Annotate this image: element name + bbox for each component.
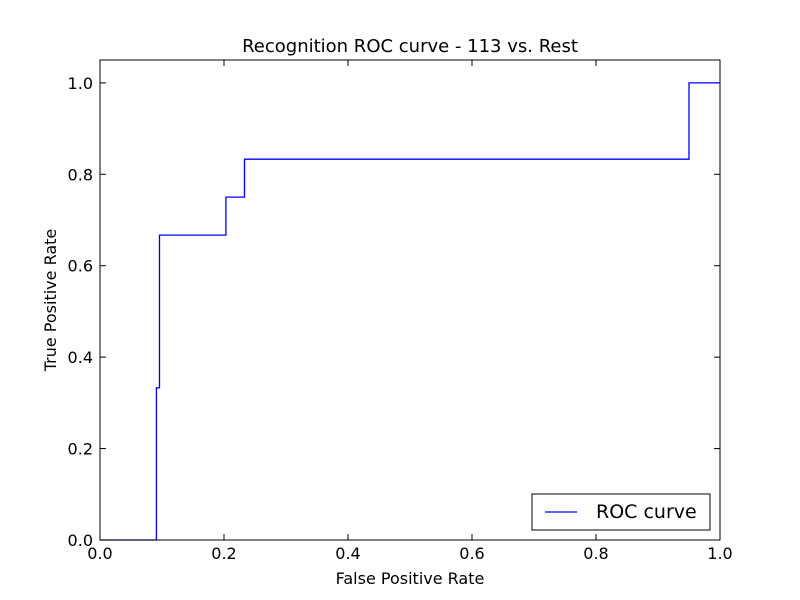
x-tick-label: 0.6 — [459, 544, 484, 563]
plot-series — [100, 82, 720, 541]
x-tick-label: 0.2 — [211, 544, 236, 563]
y-tick-label: 0.2 — [68, 440, 93, 459]
chart-title: Recognition ROC curve - 113 vs. Rest — [242, 36, 578, 57]
x-tick-label: 0.0 — [87, 544, 112, 563]
x-tick-label: 1.0 — [707, 544, 732, 563]
legend-label: ROC curve — [596, 501, 697, 523]
plot-frame — [99, 59, 721, 541]
y-tick-label: 0.0 — [68, 531, 93, 550]
x-axis-label: False Positive Rate — [336, 569, 485, 588]
x-tick-label: 0.8 — [583, 544, 608, 563]
y-tick-label: 0.4 — [68, 348, 93, 367]
x-tick-label: 0.4 — [335, 544, 360, 563]
y-tick-label: 0.6 — [68, 257, 93, 276]
y-tick-label: 1.0 — [68, 74, 93, 93]
y-tick-label: 0.8 — [68, 165, 93, 184]
legend: ROC curve — [531, 493, 711, 531]
roc-curve-line — [100, 82, 720, 541]
axis-ticks: 0.0 0.2 0.4 0.6 0.8 1.0 0.0 0.2 0.4 0.6 0.8 1.0 — [68, 60, 733, 563]
y-axis-label: True Positive Rate — [41, 229, 60, 373]
